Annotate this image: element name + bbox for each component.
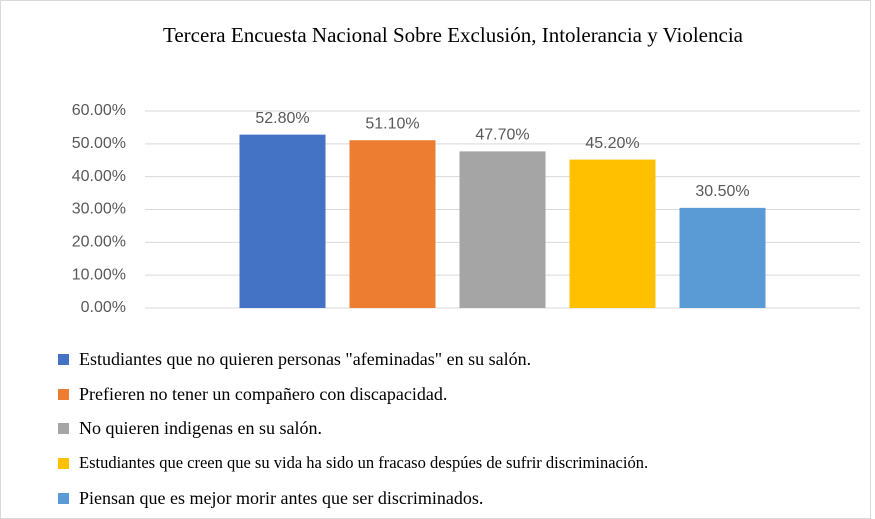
legend-swatch	[58, 423, 69, 435]
chart-title: Tercera Encuesta Nacional Sobre Exclusió…	[163, 23, 743, 47]
value-label: 45.20%	[585, 135, 639, 152]
bar	[459, 151, 546, 308]
legend-entry: Prefieren no tener un compañero con disc…	[58, 377, 648, 412]
y-tick-label: 40.00%	[72, 168, 126, 185]
legend-entry: Estudiantes que creen que su vida ha sid…	[58, 446, 648, 481]
legend-label: Piensan que es mejor morir antes que ser…	[79, 487, 484, 508]
bar	[679, 207, 766, 308]
bar	[349, 140, 436, 308]
legend-swatch	[58, 388, 69, 400]
legend-label: Prefieren no tener un compañero con disc…	[79, 383, 448, 404]
legend-entry: No quieren indigenas en su salón.	[58, 411, 648, 446]
y-tick-label: 30.00%	[72, 201, 126, 218]
y-tick-label: 0.00%	[81, 299, 126, 316]
y-tick-label: 60.00%	[72, 102, 126, 119]
y-tick-label: 50.00%	[72, 135, 126, 152]
legend-label: No quieren indigenas en su salón.	[79, 418, 322, 439]
value-label: 52.80%	[255, 110, 309, 127]
legend-swatch	[58, 353, 69, 365]
legend-swatch	[58, 492, 69, 504]
value-label: 51.10%	[365, 115, 419, 132]
y-tick-label: 20.00%	[72, 234, 126, 251]
legend-label: Estudiantes que no quieren personas "afe…	[79, 348, 532, 369]
legend: Estudiantes que no quieren personas "afe…	[58, 342, 648, 515]
legend-swatch	[58, 457, 69, 469]
bar	[569, 159, 656, 308]
legend-entry: Piensan que es mejor morir antes que ser…	[58, 481, 648, 516]
bar	[239, 134, 326, 308]
y-tick-label: 10.00%	[72, 266, 126, 283]
value-label: 47.70%	[475, 127, 529, 144]
value-label: 30.50%	[695, 183, 749, 200]
legend-entry: Estudiantes que no quieren personas "afe…	[58, 342, 648, 377]
legend-label: Estudiantes que creen que su vida ha sid…	[79, 453, 649, 473]
